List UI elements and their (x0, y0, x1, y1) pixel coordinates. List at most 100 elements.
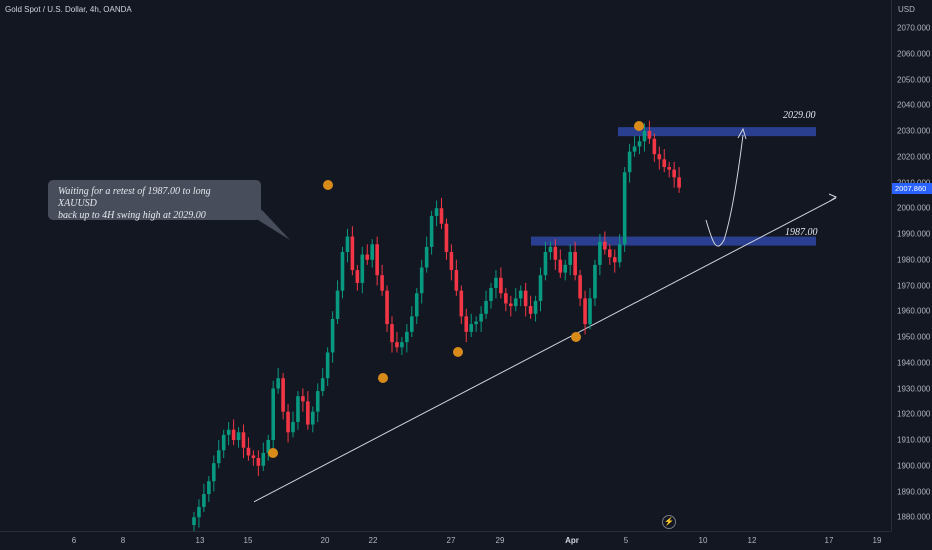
candle-body (345, 236, 350, 253)
candle-body (266, 440, 271, 453)
time-tick: 19 (872, 536, 882, 545)
candle-body (207, 481, 211, 495)
candle-body (593, 264, 597, 299)
candle-body (484, 300, 488, 314)
swing-marker (268, 448, 278, 458)
candle-body (578, 275, 582, 299)
upper-zone (618, 127, 816, 137)
candle-body (241, 432, 246, 448)
candle-body (355, 270, 360, 283)
price-tick: 1970.000 (897, 281, 931, 290)
axis-currency: USD (898, 5, 915, 14)
candle-body (617, 244, 622, 263)
candle-body (390, 324, 394, 343)
candle-body (370, 244, 374, 260)
time-tick: 20 (320, 536, 330, 545)
candle-body (325, 352, 330, 379)
projection-path (705, 134, 744, 247)
price-tick: 2060.000 (897, 49, 931, 59)
candle-body (553, 246, 558, 260)
candle-body (662, 159, 667, 168)
candle-body (286, 411, 290, 433)
candle-body (568, 252, 572, 265)
callout-line-2: back up to 4H swing high at 2029.00 (58, 210, 206, 221)
candle-body (513, 298, 518, 307)
price-tick: 2020.000 (897, 152, 931, 162)
time-tick: 29 (495, 536, 505, 545)
candle-body (523, 290, 528, 307)
time-tick: 13 (195, 536, 205, 545)
swing-marker (634, 121, 644, 131)
candle-body (504, 293, 508, 304)
candle-body (632, 146, 637, 152)
price-chart[interactable] (0, 0, 891, 531)
candle-body (226, 429, 231, 435)
candle-body (608, 249, 612, 258)
candle-body (360, 254, 365, 283)
candle-body (311, 411, 315, 425)
candle-body (231, 429, 236, 440)
chart-area[interactable]: Gold Spot / U.S. Dollar, 4h, OANDA Waiti… (0, 0, 891, 531)
candle-body (340, 252, 345, 291)
callout-line-1: Waiting for a retest of 1987.00 to long … (58, 186, 211, 209)
candle-body (509, 303, 513, 307)
candle-body (588, 298, 592, 325)
price-tick: 1910.000 (897, 435, 931, 445)
candle-body (291, 421, 295, 433)
candle-body (197, 506, 201, 518)
candle-body (216, 450, 221, 464)
candle-body (315, 391, 320, 412)
candle-body (543, 252, 548, 276)
candle-body (518, 290, 523, 299)
price-tick: 1880.000 (897, 512, 931, 522)
price-tick: 2000.000 (897, 203, 931, 213)
candle-body (489, 288, 493, 301)
candle-body (533, 300, 538, 314)
price-tick: 1950.000 (897, 332, 931, 342)
price-tick: 1900.000 (897, 461, 931, 471)
candle-body (256, 458, 261, 466)
upper-zone-label: 2029.00 (783, 110, 816, 121)
candle-body (583, 298, 587, 325)
candle-body (335, 290, 340, 319)
candle-body (395, 342, 399, 348)
price-tick: 1940.000 (897, 358, 931, 368)
current-price-tag: 2007.860 (892, 183, 932, 194)
candle-body (459, 290, 464, 317)
candle-body (405, 331, 409, 343)
candle-body (558, 259, 563, 273)
candle-body (494, 277, 498, 289)
time-tick: 17 (824, 536, 834, 545)
candle-body (320, 378, 325, 392)
candle-body (548, 246, 553, 253)
candle-body (627, 151, 632, 173)
candle-body (375, 244, 379, 276)
price-axis[interactable]: USD 2070.000 2060.000 2050.000 2040.000 2030… (891, 0, 932, 531)
candle-body (598, 241, 602, 265)
candle-body (246, 447, 251, 456)
time-axis[interactable]: 6 8 13 15 20 22 27 29 Apr 5 10 12 17 19 (0, 531, 891, 550)
candle-body (474, 321, 478, 325)
candle-body (637, 141, 642, 147)
candle-body (212, 463, 216, 482)
candle-body (469, 324, 473, 332)
candle-body (528, 306, 533, 314)
candle-body (647, 131, 652, 139)
candle-body (563, 264, 568, 273)
price-tick: 2010.000 (897, 178, 930, 187)
candle-body (434, 208, 439, 216)
candle-body (276, 378, 280, 389)
candle-body (667, 167, 671, 170)
swing-marker (323, 180, 333, 190)
candle-body (365, 254, 370, 260)
lightning-icon[interactable]: ⚡ (662, 515, 676, 529)
time-tick: 8 (120, 536, 126, 545)
price-tick: 2030.000 (897, 126, 931, 136)
candle-body (202, 494, 206, 507)
price-tick: 1890.000 (897, 487, 931, 496)
candle-body (301, 396, 305, 402)
swing-marker (378, 373, 388, 383)
price-tick: 1990.000 (897, 229, 931, 239)
candle-body (439, 208, 444, 224)
trendline-arrowhead (828, 193, 838, 202)
